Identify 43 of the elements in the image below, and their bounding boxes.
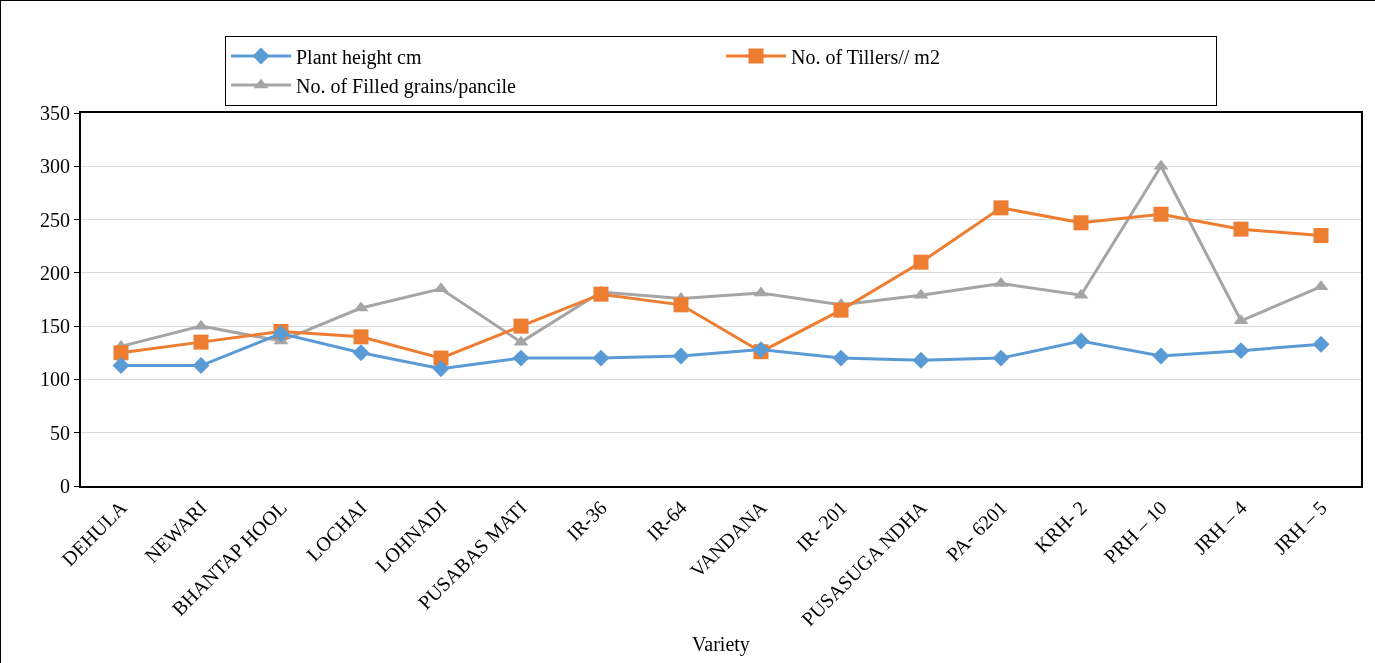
point: [1232, 342, 1250, 360]
point: [512, 349, 530, 367]
point: [1153, 206, 1169, 222]
x-tick-label: JRH – 5: [1268, 496, 1331, 559]
point: [193, 334, 209, 350]
y-tick-label: 350: [40, 102, 70, 124]
legend-label: No. of Filled grains/pancile: [296, 74, 517, 98]
point: [1312, 335, 1330, 353]
point: [353, 329, 369, 345]
y-tick-label: 250: [40, 208, 70, 231]
point: [1073, 215, 1089, 231]
legend-label: No. of Tillers// m2: [791, 45, 940, 68]
point: [1072, 332, 1090, 350]
point: [592, 349, 610, 367]
x-tick-label: JRH – 4: [1188, 496, 1251, 559]
y-tick-label: 200: [40, 261, 70, 284]
x-axis-title: Variety: [692, 633, 750, 657]
point: [593, 286, 609, 302]
x-tick-label: PA- 6201: [942, 496, 1011, 566]
point: [992, 349, 1010, 367]
point: [272, 325, 290, 343]
point: [113, 345, 129, 361]
point: [913, 254, 929, 270]
y-tick-label: 0: [60, 475, 70, 497]
y-tick-label: 100: [40, 368, 70, 391]
y-tick-label: 50: [50, 421, 70, 444]
point: [112, 357, 130, 375]
point: [513, 318, 529, 334]
point: [672, 347, 690, 365]
point: [673, 297, 689, 313]
point: [1152, 347, 1170, 365]
y-tick-label: 150: [40, 315, 70, 338]
point: [993, 200, 1009, 216]
point: [833, 302, 849, 318]
point: [1233, 221, 1249, 237]
point: [912, 351, 930, 369]
point: [432, 360, 450, 378]
point: [1313, 228, 1329, 244]
y-tick-label: 300: [40, 155, 70, 178]
legend-label: Plant height cm: [296, 45, 422, 69]
point: [832, 349, 850, 367]
point: [192, 357, 210, 375]
point: [352, 344, 370, 362]
